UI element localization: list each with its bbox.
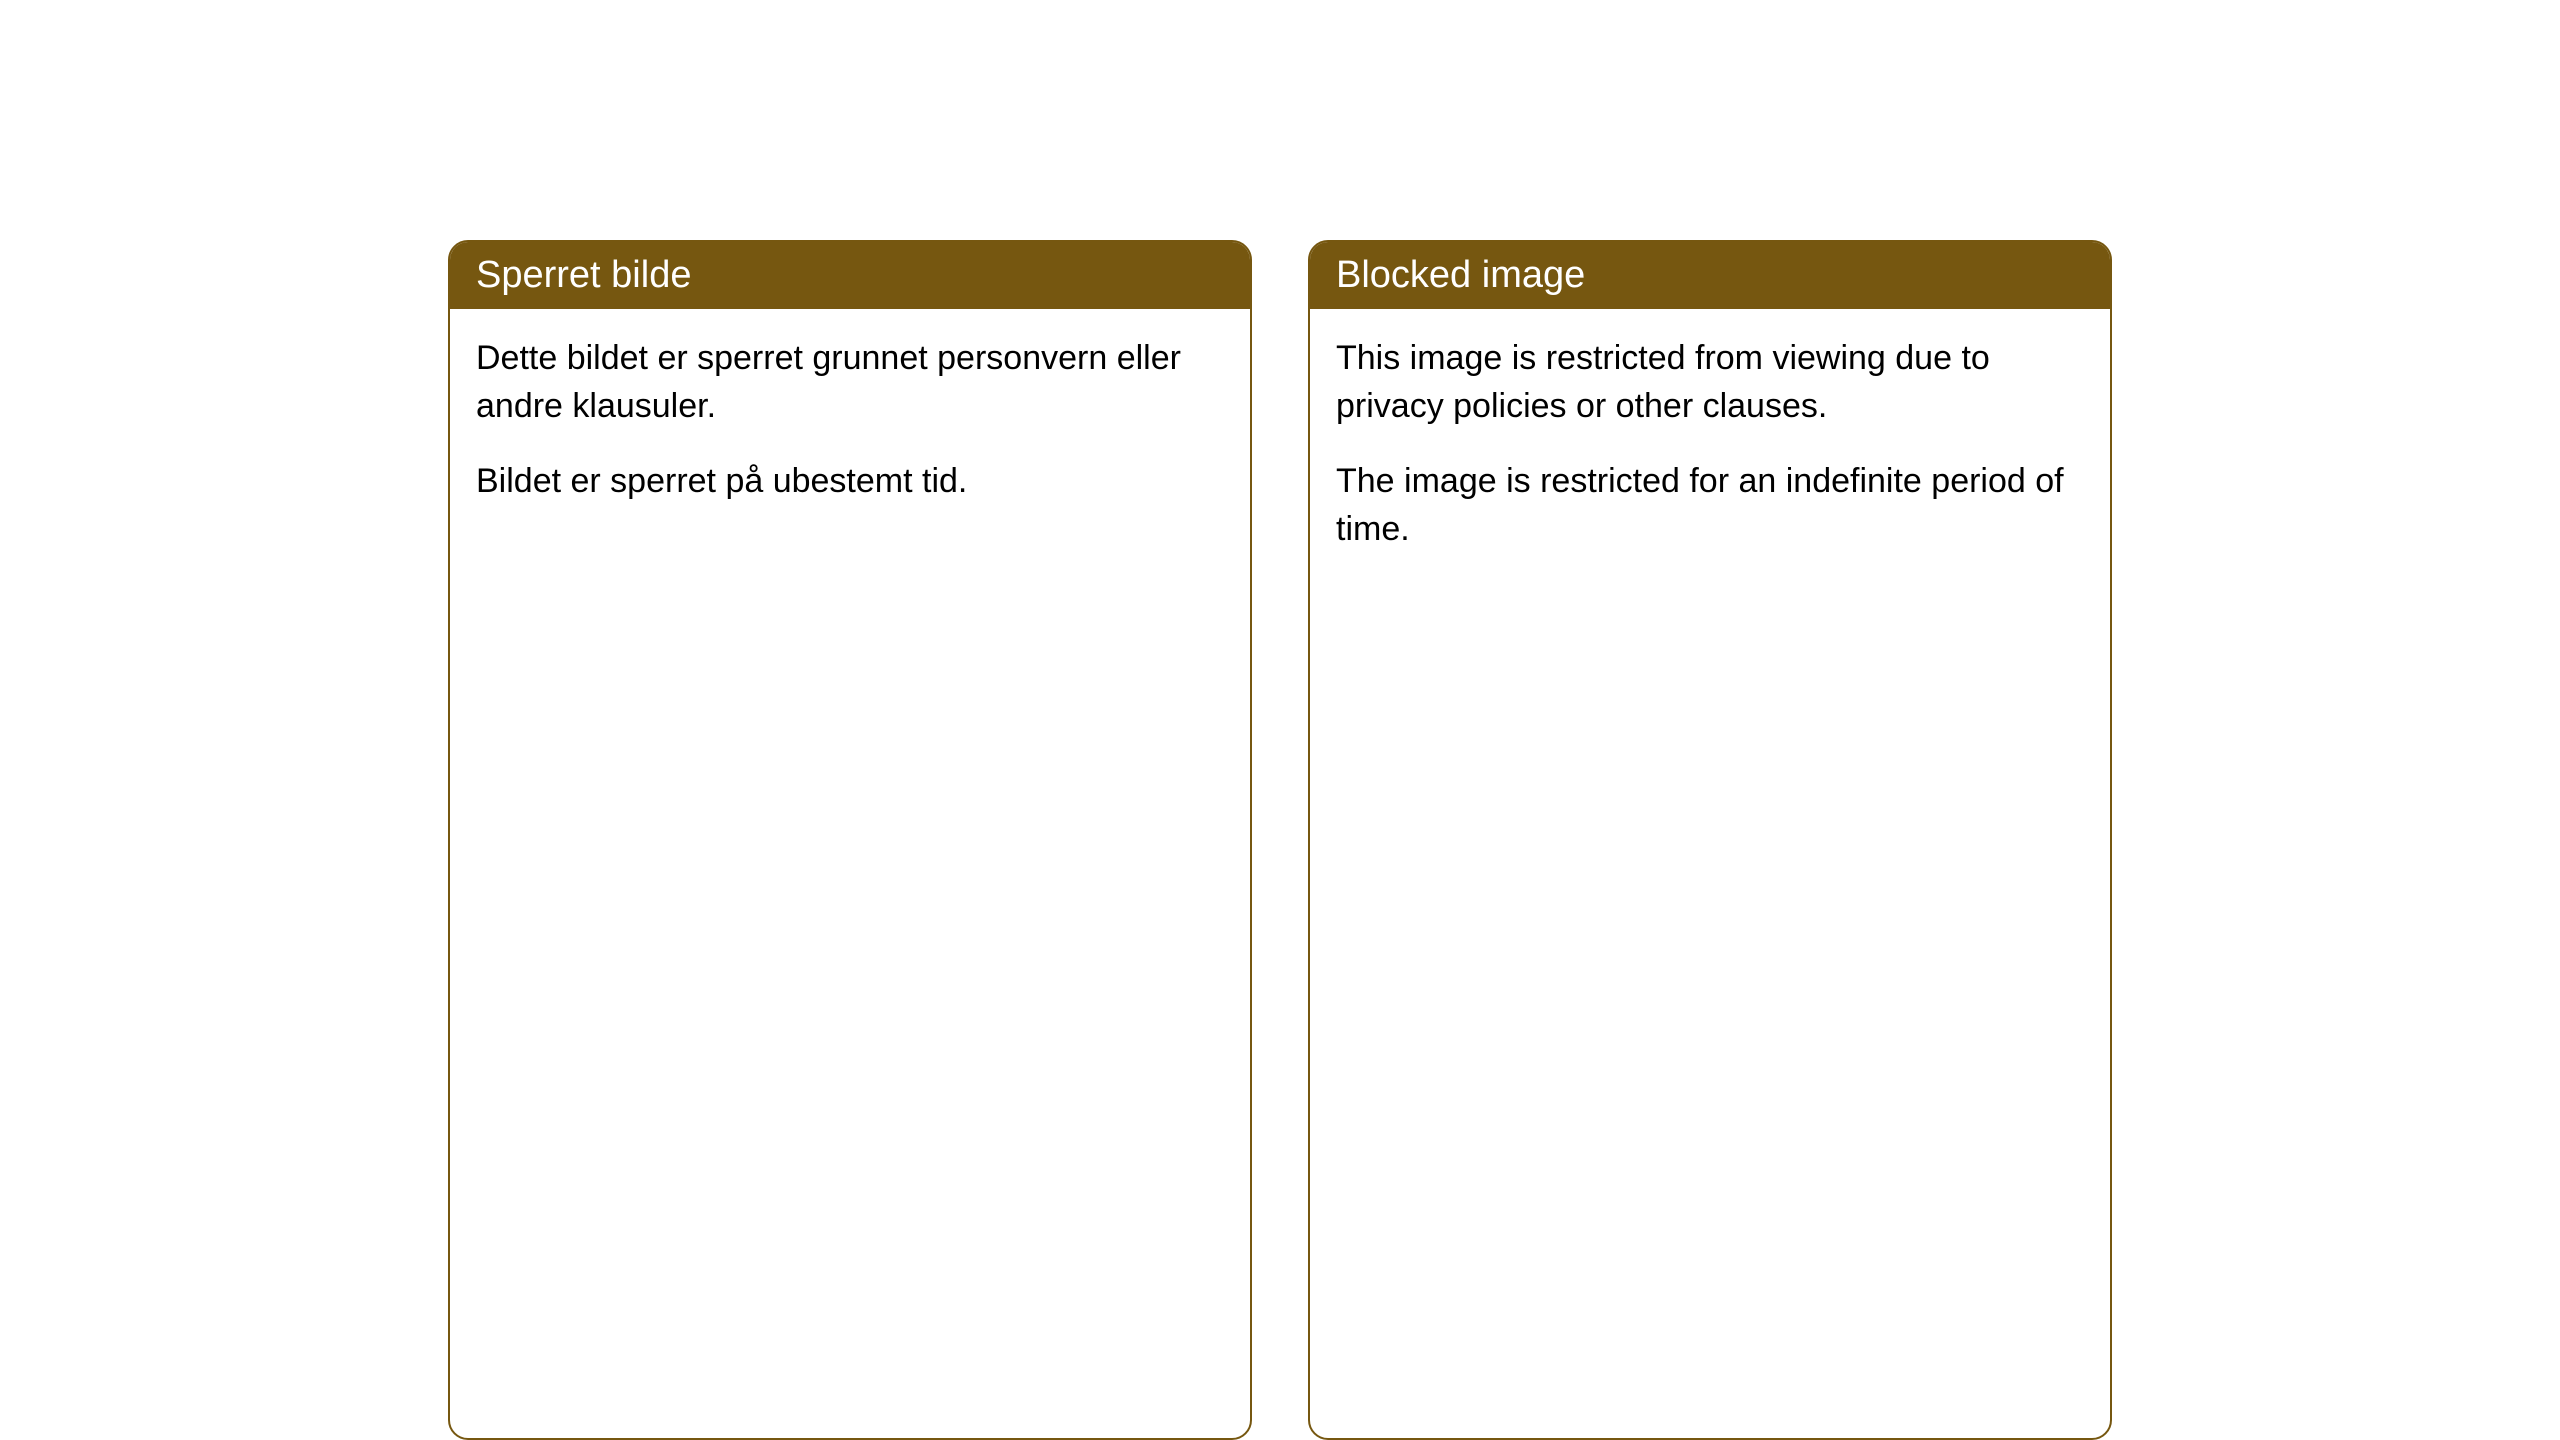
card-paragraph: Dette bildet er sperret grunnet personve… <box>476 335 1224 430</box>
card-body-norwegian: Dette bildet er sperret grunnet personve… <box>450 309 1250 546</box>
card-paragraph: This image is restricted from viewing du… <box>1336 335 2084 430</box>
card-title: Sperret bilde <box>476 254 691 296</box>
card-paragraph: Bildet er sperret på ubestemt tid. <box>476 458 1224 506</box>
notice-card-norwegian: Sperret bilde Dette bildet er sperret gr… <box>448 240 1252 1440</box>
card-header-english: Blocked image <box>1310 242 2110 309</box>
card-paragraph: The image is restricted for an indefinit… <box>1336 458 2084 553</box>
notice-card-english: Blocked image This image is restricted f… <box>1308 240 2112 1440</box>
card-header-norwegian: Sperret bilde <box>450 242 1250 309</box>
card-title: Blocked image <box>1336 254 1585 296</box>
card-body-english: This image is restricted from viewing du… <box>1310 309 2110 593</box>
notice-cards-container: Sperret bilde Dette bildet er sperret gr… <box>448 240 2112 1440</box>
